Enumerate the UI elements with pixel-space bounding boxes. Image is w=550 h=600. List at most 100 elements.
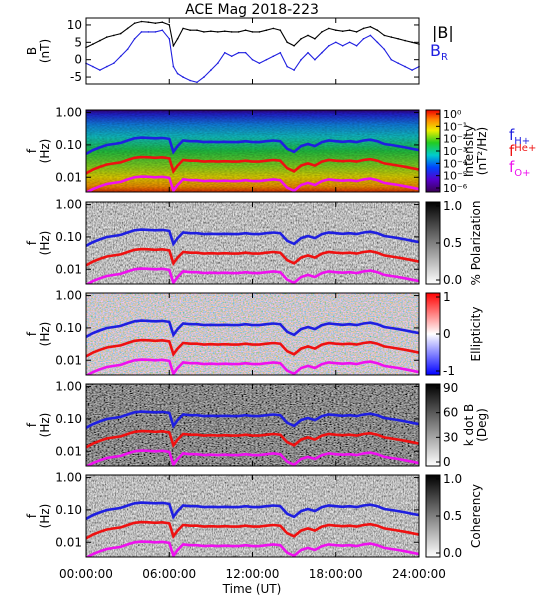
colorbar-tick-label: 0 <box>443 327 451 341</box>
y-tick-label: 0.01 <box>55 353 82 367</box>
data-point <box>293 45 295 47</box>
data-point <box>404 65 406 68</box>
panel-frame <box>85 109 420 193</box>
y-axis-label-main: f <box>25 148 39 153</box>
panel-2: f(Hz) 1.00 0.10 0.01 1.0 0.5 0.0 % Polarization <box>25 198 483 287</box>
gyro-legend-item: fH+ <box>509 126 530 147</box>
data-point <box>147 31 150 33</box>
y-tick-label: 1.00 <box>55 471 82 485</box>
data-point <box>411 69 413 71</box>
legend-babs: |B| <box>432 23 454 42</box>
data-point <box>176 72 179 75</box>
data-point <box>397 62 400 64</box>
data-point <box>106 65 108 68</box>
y-axis-label-main: f <box>25 422 39 427</box>
legend-br-label: B <box>430 41 441 60</box>
data-point <box>272 27 275 30</box>
panel-1: f(Hz) 1.00 0.10 0.01 10⁰10⁻¹10⁻²10⁻³10⁻⁴10⁻⁵… <box>25 106 489 195</box>
series-babs-line <box>85 20 420 48</box>
data-point <box>321 31 323 33</box>
data-point <box>154 31 157 33</box>
colorbar: 90 60 30 0 k dot B(Deg) <box>425 381 489 469</box>
x-axis-label: Time (UT) <box>222 582 282 596</box>
data-point <box>355 31 358 33</box>
data-point <box>307 51 309 54</box>
data-point <box>203 76 205 78</box>
fhe-line <box>86 429 419 449</box>
colorbar-tick-label: 10⁻⁵ <box>443 170 467 183</box>
chart-title: ACE Mag 2018-223 <box>185 2 319 18</box>
data-point <box>362 38 365 40</box>
y-axis-label-main: f <box>25 240 39 245</box>
legend-br-sub: R <box>441 52 448 63</box>
data-point <box>307 34 309 37</box>
y-tick-label: 1.00 <box>55 198 82 212</box>
colorbar-tick-label: 10⁻⁶ <box>443 182 468 195</box>
data-point <box>348 29 351 32</box>
data-point <box>224 30 226 32</box>
y-tick-label: 0.10 <box>55 503 82 517</box>
colorbar-label-unit: (nT²/Hz) <box>475 127 489 175</box>
y-tick-label: 1.00 <box>55 289 82 303</box>
colorbar: 1.0 0.5 0.0 Coherency <box>425 472 483 560</box>
colorbar-label-main: k dot B <box>462 404 476 446</box>
y-axis-label-main: f <box>25 331 39 336</box>
panel-4: f(Hz) 1.00 0.10 0.01 90 60 30 0 k dot B(Deg) <box>25 380 489 469</box>
y-tick-label: 1.00 <box>55 380 82 394</box>
legend-br: BR <box>430 41 448 63</box>
colorbar-tick-label: 0.0 <box>443 273 462 287</box>
data-point <box>133 22 136 25</box>
y-tick-label: 0 <box>74 53 82 67</box>
data-point <box>265 58 268 61</box>
data-point <box>119 32 122 35</box>
y-axis-label-unit: (Hz) <box>38 504 52 529</box>
colorbar-tick-label: 30 <box>443 430 458 444</box>
fo-line <box>86 358 419 375</box>
y-tick-label: 0.01 <box>55 262 82 276</box>
fh-line <box>86 136 419 155</box>
y-axis-label: f(Hz) <box>25 413 52 438</box>
data-point <box>321 51 323 54</box>
data-point <box>341 30 344 32</box>
data-point <box>348 41 351 44</box>
data-point <box>362 27 365 30</box>
colorbar-label: Coherency <box>469 484 483 548</box>
series-br-line <box>85 29 420 83</box>
data-point <box>369 25 372 28</box>
y-tick-label: 0.10 <box>55 230 82 244</box>
data-point <box>113 34 115 37</box>
gyro-legend-sub: He+ <box>514 143 536 154</box>
fo-line <box>86 540 419 557</box>
data-point <box>397 38 400 40</box>
data-point <box>126 27 129 30</box>
data-point <box>237 51 240 54</box>
y-tick-label: -5 <box>70 70 82 84</box>
colorbar-label: Intensity(nT²/Hz) <box>462 125 489 177</box>
data-point <box>355 45 358 47</box>
data-point <box>369 34 372 37</box>
data-point <box>147 21 150 24</box>
data-point <box>230 31 233 33</box>
colorbar-label-main: Ellipticity <box>469 307 483 362</box>
colorbar-label: % Polarization <box>469 201 483 286</box>
panel-5: f(Hz) 1.00 0.10 0.01 1.0 0.5 0.0 Coherency <box>25 471 483 560</box>
x-tick-label: 24:00:00 <box>392 567 446 581</box>
colorbar-label-main: % Polarization <box>469 201 483 286</box>
gyro-legend-label: f <box>509 158 515 176</box>
colorbar-tick-label: 0.5 <box>443 236 462 250</box>
colorbar-tick-label: 0.5 <box>443 509 462 523</box>
colorbar-tick-label: 0.0 <box>443 546 462 560</box>
panel-frame <box>85 17 420 85</box>
data-point <box>300 38 302 40</box>
colorbar-label: Ellipticity <box>469 307 483 362</box>
data-point <box>237 31 240 33</box>
data-point <box>176 38 179 40</box>
data-point <box>258 62 261 64</box>
data-point <box>140 20 143 23</box>
data-point <box>376 41 379 44</box>
data-point <box>126 48 129 51</box>
y-tick-label: 0.01 <box>55 535 82 549</box>
data-point <box>99 39 101 42</box>
fhe-line <box>86 247 419 267</box>
